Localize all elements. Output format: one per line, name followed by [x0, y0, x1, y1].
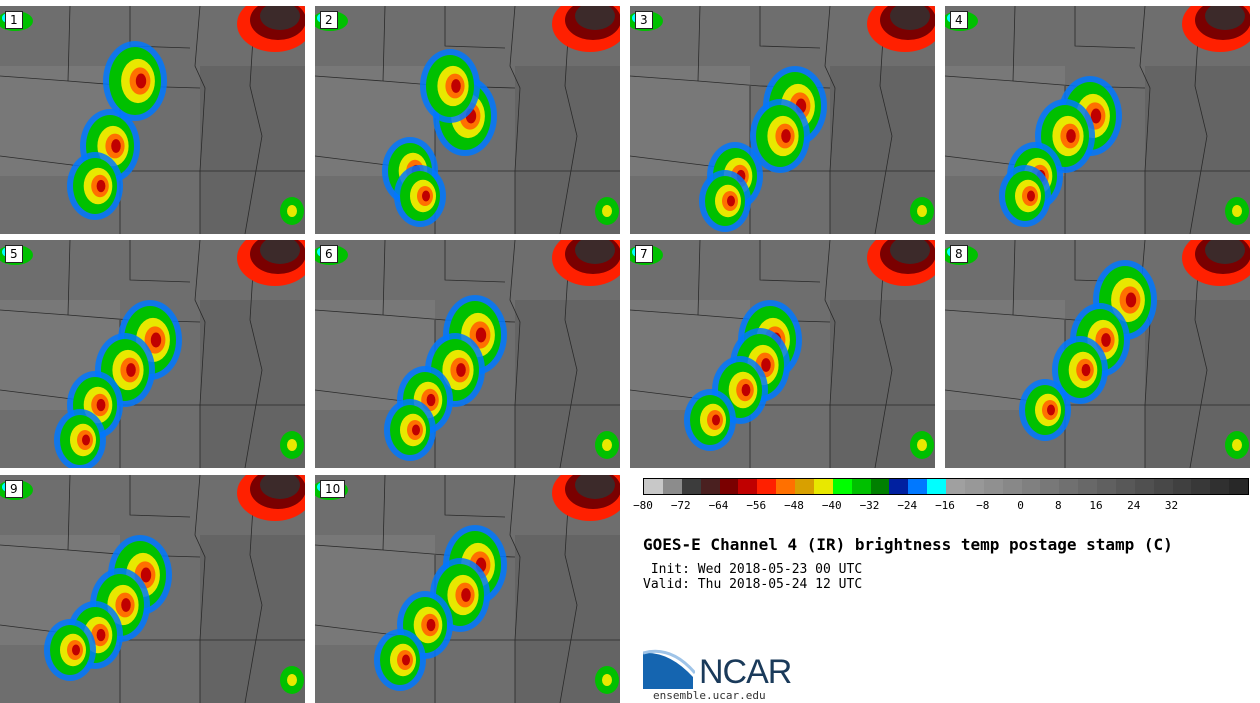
- panel-member-label: 4: [950, 11, 968, 29]
- colorbar-swatches: [643, 478, 1249, 495]
- ir-map: [0, 240, 305, 468]
- colorbar-tick-label: −24: [897, 499, 918, 512]
- colorbar-swatch: [1078, 479, 1097, 494]
- colorbar-swatch: [870, 479, 890, 494]
- colorbar-tick-label: −72: [670, 499, 691, 512]
- ir-map: [315, 475, 620, 703]
- colorbar-tick-label: 32: [1164, 499, 1179, 512]
- figure-title: GOES-E Channel 4 (IR) brightness temp po…: [643, 535, 1173, 554]
- panel-member-label: 1: [5, 11, 23, 29]
- colorbar-swatch: [776, 479, 795, 494]
- colorbar-swatch: [946, 479, 965, 494]
- ir-map: [0, 6, 305, 234]
- colorbar-swatch: [1172, 479, 1192, 494]
- colorbar-swatch: [700, 479, 720, 494]
- colorbar-swatch: [964, 479, 984, 494]
- ir-map: [630, 6, 935, 234]
- panel-member-label: 2: [320, 11, 338, 29]
- panel-member-label: 6: [320, 245, 338, 263]
- colorbar-swatch: [832, 479, 852, 494]
- colorbar-swatch: [1229, 479, 1248, 494]
- colorbar-swatch: [1134, 479, 1154, 494]
- ir-map: [630, 240, 935, 468]
- panel-member-label: 8: [950, 245, 968, 263]
- colorbar-tick-label: −40: [821, 499, 842, 512]
- postage-stamp-panel: 5: [0, 240, 305, 468]
- colorbar-tick-label: −64: [708, 499, 729, 512]
- colorbar-swatch: [1097, 479, 1116, 494]
- postage-stamp-panel: 3: [630, 6, 935, 234]
- postage-stamp-panel: 7: [630, 240, 935, 468]
- colorbar-swatch: [1021, 479, 1041, 494]
- ir-map: [945, 240, 1250, 468]
- colorbar-swatch: [738, 479, 758, 494]
- colorbar-ticks: −80 −72 −64 −56 −48 −40 −32 −24 −16 −8 0 8 16 24 32: [633, 495, 1248, 513]
- panel-member-label: 9: [5, 480, 23, 498]
- colorbar-tick-label: 0: [1017, 499, 1024, 512]
- postage-stamp-panel: 8: [945, 240, 1250, 468]
- postage-stamp-panel: 4: [945, 6, 1250, 234]
- colorbar-swatch: [1115, 479, 1135, 494]
- postage-stamp-panel: 6: [315, 240, 620, 468]
- colorbar: −80 −72 −64 −56 −48 −40 −32 −24 −16 −8 0 8 16 24 32: [633, 478, 1249, 514]
- colorbar-tick-label: −8: [976, 499, 990, 512]
- postage-stamp-panel: 10: [315, 475, 620, 703]
- ncar-logo-icon: [643, 649, 695, 689]
- colorbar-swatch: [1153, 479, 1173, 494]
- colorbar-swatch: [681, 479, 701, 494]
- postage-stamp-panel: 1: [0, 6, 305, 234]
- colorbar-swatch: [1210, 479, 1230, 494]
- colorbar-tick-label: −32: [859, 499, 880, 512]
- ir-map: [945, 6, 1250, 234]
- colorbar-tick-label: 16: [1089, 499, 1103, 512]
- init-time: Init: Wed 2018-05-23 00 UTC: [643, 562, 863, 577]
- panel-member-label: 7: [635, 245, 653, 263]
- colorbar-tick-label: 24: [1127, 499, 1141, 512]
- colorbar-tick-label: 8: [1054, 499, 1062, 512]
- colorbar-swatch: [795, 479, 814, 494]
- postage-stamp-panel: 9: [0, 475, 305, 703]
- colorbar-swatch: [719, 479, 739, 494]
- colorbar-tick-label: −80: [633, 499, 653, 512]
- ncar-logo: NCAR ensemble.ucar.edu: [643, 645, 803, 703]
- ncar-logo-text: NCAR: [699, 653, 792, 691]
- colorbar-swatch: [908, 479, 928, 494]
- colorbar-swatch: [662, 479, 682, 494]
- colorbar-tick-label: −56: [746, 499, 767, 512]
- colorbar-swatch: [889, 479, 909, 494]
- postage-stamp-panel: 2: [315, 6, 620, 234]
- ir-map: [0, 475, 305, 703]
- colorbar-swatch: [927, 479, 946, 494]
- colorbar-tick-label: −16: [935, 499, 955, 512]
- colorbar-swatch: [757, 479, 777, 494]
- ir-map: [315, 240, 620, 468]
- colorbar-swatch: [644, 479, 663, 494]
- colorbar-swatch: [1040, 479, 1060, 494]
- colorbar-swatch: [1002, 479, 1022, 494]
- panel-member-label: 10: [320, 480, 346, 498]
- valid-time: Valid: Thu 2018-05-24 12 UTC: [643, 577, 863, 592]
- colorbar-tick-label: −48: [784, 499, 804, 512]
- panel-member-label: 5: [5, 245, 23, 263]
- colorbar-swatch: [1191, 479, 1211, 494]
- colorbar-swatch: [851, 479, 871, 494]
- colorbar-swatch: [813, 479, 833, 494]
- logo-url: ensemble.ucar.edu: [653, 689, 766, 702]
- ir-map: [315, 6, 620, 234]
- colorbar-swatch: [983, 479, 1003, 494]
- panel-member-label: 3: [635, 11, 653, 29]
- colorbar-swatch: [1059, 479, 1079, 494]
